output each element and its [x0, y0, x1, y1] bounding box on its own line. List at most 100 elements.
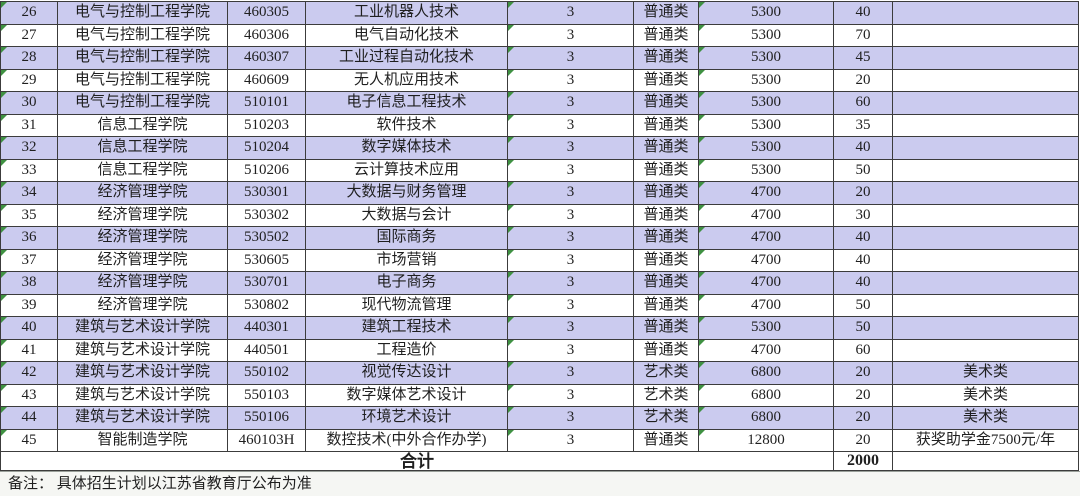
cell-note[interactable]: 美术类 [892, 406, 1079, 430]
cell-tuition[interactable]: 4700 [698, 226, 834, 250]
cell-major-code[interactable]: 530302 [227, 203, 306, 227]
cell-college[interactable]: 电气与控制工程学院 [57, 23, 228, 47]
cell-major-name[interactable]: 无人机应用技术 [305, 68, 508, 92]
cell-row-number[interactable]: 41 [0, 338, 58, 362]
cell-category[interactable]: 普通类 [633, 1, 699, 25]
cell-duration[interactable]: 3 [507, 158, 634, 182]
cell-major-code[interactable]: 530701 [227, 271, 306, 295]
cell-row-number[interactable]: 29 [0, 68, 58, 92]
cell-major-code[interactable]: 460306 [227, 23, 306, 47]
cell-duration[interactable]: 3 [507, 428, 634, 452]
cell-note[interactable] [892, 203, 1079, 227]
cell-row-number[interactable]: 40 [0, 316, 58, 340]
cell-quota[interactable]: 20 [833, 383, 893, 407]
cell-major-code[interactable]: 550103 [227, 383, 306, 407]
cell-row-number[interactable]: 45 [0, 428, 58, 452]
cell-category[interactable]: 普通类 [633, 293, 699, 317]
cell-major-name[interactable]: 大数据与财务管理 [305, 181, 508, 205]
cell-tuition[interactable]: 5300 [698, 158, 834, 182]
cell-duration[interactable]: 3 [507, 203, 634, 227]
cell-note[interactable] [892, 181, 1079, 205]
total-label-cell[interactable]: 合计 [0, 451, 834, 471]
total-note-cell[interactable] [892, 451, 1079, 471]
cell-note[interactable] [892, 338, 1079, 362]
cell-quota[interactable]: 45 [833, 46, 893, 70]
cell-college[interactable]: 电气与控制工程学院 [57, 68, 228, 92]
cell-category[interactable]: 普通类 [633, 136, 699, 160]
cell-row-number[interactable]: 42 [0, 361, 58, 385]
cell-major-name[interactable]: 电子商务 [305, 271, 508, 295]
cell-category[interactable]: 普通类 [633, 271, 699, 295]
cell-category[interactable]: 普通类 [633, 158, 699, 182]
cell-duration[interactable]: 3 [507, 181, 634, 205]
cell-major-code[interactable]: 440301 [227, 316, 306, 340]
cell-duration[interactable]: 3 [507, 316, 634, 340]
cell-row-number[interactable]: 39 [0, 293, 58, 317]
cell-major-code[interactable]: 510206 [227, 158, 306, 182]
cell-note[interactable]: 美术类 [892, 383, 1079, 407]
cell-note[interactable] [892, 271, 1079, 295]
cell-quota[interactable]: 40 [833, 271, 893, 295]
cell-major-code[interactable]: 510101 [227, 91, 306, 115]
cell-category[interactable]: 普通类 [633, 68, 699, 92]
cell-note[interactable] [892, 1, 1079, 25]
cell-row-number[interactable]: 37 [0, 248, 58, 272]
cell-major-code[interactable]: 460103H [227, 428, 306, 452]
cell-major-name[interactable]: 数字媒体艺术设计 [305, 383, 508, 407]
cell-quota[interactable]: 20 [833, 68, 893, 92]
cell-major-code[interactable]: 460609 [227, 68, 306, 92]
cell-category[interactable]: 普通类 [633, 23, 699, 47]
cell-duration[interactable]: 3 [507, 383, 634, 407]
cell-row-number[interactable]: 26 [0, 1, 58, 25]
cell-duration[interactable]: 3 [507, 248, 634, 272]
cell-major-name[interactable]: 数控技术(中外合作办学) [305, 428, 508, 452]
cell-tuition[interactable]: 5300 [698, 68, 834, 92]
cell-quota[interactable]: 60 [833, 338, 893, 362]
cell-quota[interactable]: 20 [833, 428, 893, 452]
cell-note[interactable] [892, 68, 1079, 92]
cell-college[interactable]: 建筑与艺术设计学院 [57, 316, 228, 340]
cell-major-name[interactable]: 市场营销 [305, 248, 508, 272]
cell-row-number[interactable]: 28 [0, 46, 58, 70]
cell-quota[interactable]: 40 [833, 136, 893, 160]
cell-major-code[interactable]: 460307 [227, 46, 306, 70]
cell-quota[interactable]: 40 [833, 1, 893, 25]
cell-category[interactable]: 普通类 [633, 248, 699, 272]
cell-note[interactable] [892, 316, 1079, 340]
cell-major-name[interactable]: 工业机器人技术 [305, 1, 508, 25]
cell-quota[interactable]: 20 [833, 406, 893, 430]
cell-tuition[interactable]: 6800 [698, 361, 834, 385]
total-quota-cell[interactable]: 2000 [833, 451, 893, 471]
cell-category[interactable]: 普通类 [633, 338, 699, 362]
cell-duration[interactable]: 3 [507, 91, 634, 115]
cell-major-name[interactable]: 大数据与会计 [305, 203, 508, 227]
cell-note[interactable] [892, 293, 1079, 317]
cell-row-number[interactable]: 44 [0, 406, 58, 430]
cell-tuition[interactable]: 4700 [698, 293, 834, 317]
cell-quota[interactable]: 60 [833, 91, 893, 115]
cell-tuition[interactable]: 5300 [698, 136, 834, 160]
cell-tuition[interactable]: 4700 [698, 338, 834, 362]
cell-college[interactable]: 电气与控制工程学院 [57, 46, 228, 70]
cell-duration[interactable]: 3 [507, 1, 634, 25]
cell-major-name[interactable]: 视觉传达设计 [305, 361, 508, 385]
cell-major-name[interactable]: 电气自动化技术 [305, 23, 508, 47]
cell-major-code[interactable]: 530802 [227, 293, 306, 317]
cell-duration[interactable]: 3 [507, 338, 634, 362]
cell-tuition[interactable]: 5300 [698, 113, 834, 137]
cell-college[interactable]: 信息工程学院 [57, 113, 228, 137]
cell-college[interactable]: 建筑与艺术设计学院 [57, 406, 228, 430]
cell-major-name[interactable]: 环境艺术设计 [305, 406, 508, 430]
cell-quota[interactable]: 40 [833, 248, 893, 272]
cell-duration[interactable]: 3 [507, 226, 634, 250]
cell-row-number[interactable]: 30 [0, 91, 58, 115]
cell-row-number[interactable]: 33 [0, 158, 58, 182]
cell-category[interactable]: 普通类 [633, 428, 699, 452]
cell-note[interactable] [892, 46, 1079, 70]
cell-duration[interactable]: 3 [507, 136, 634, 160]
cell-row-number[interactable]: 43 [0, 383, 58, 407]
cell-row-number[interactable]: 31 [0, 113, 58, 137]
cell-college[interactable]: 智能制造学院 [57, 428, 228, 452]
cell-tuition[interactable]: 4700 [698, 203, 834, 227]
cell-major-name[interactable]: 国际商务 [305, 226, 508, 250]
